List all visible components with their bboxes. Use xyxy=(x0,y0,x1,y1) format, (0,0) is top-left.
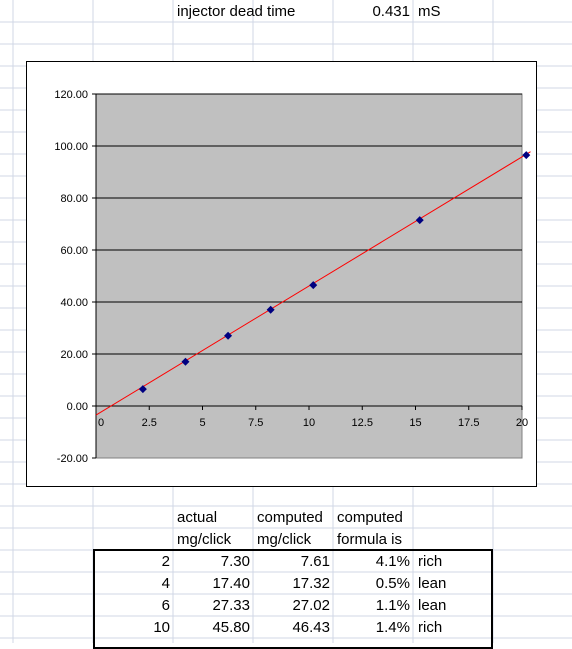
row-n-cell[interactable]: 4 xyxy=(161,575,170,592)
dead-time-label[interactable]: injector dead time xyxy=(177,3,296,20)
y-tick-label: 100.00 xyxy=(54,141,88,153)
y-tick-label: -20.00 xyxy=(57,453,88,465)
header-computed-line1[interactable]: computed xyxy=(257,509,323,526)
y-tick-label: 120.00 xyxy=(54,89,88,101)
row-actual-cell[interactable]: 27.33 xyxy=(212,597,250,614)
header-actual-line1[interactable]: actual xyxy=(177,509,218,526)
x-tick-label: 20 xyxy=(516,417,528,429)
row-computed-cell[interactable]: 17.32 xyxy=(292,575,330,592)
row-computed-cell[interactable]: 46.43 xyxy=(292,619,330,636)
y-tick-label: 20.00 xyxy=(60,349,88,361)
row-direction-cell[interactable]: lean xyxy=(418,597,447,614)
y-tick-label: 80.00 xyxy=(60,193,88,205)
header-computed-line2[interactable]: mg/click xyxy=(257,531,312,548)
data-point[interactable] xyxy=(224,331,233,340)
row-computed-cell[interactable]: 7.61 xyxy=(300,553,330,570)
x-tick-label: 2.5 xyxy=(142,417,157,429)
dead-time-value[interactable]: 0.431 xyxy=(372,3,410,20)
plot-area xyxy=(95,93,523,459)
y-tick-label: 40.00 xyxy=(60,297,88,309)
row-percent-cell[interactable]: 1.1% xyxy=(375,597,410,614)
injector-flow-chart[interactable]: 120.00 100.00 80.00 60.00 40.00 20.00 0.00 -20.… xyxy=(26,61,537,487)
data-point[interactable] xyxy=(522,151,531,160)
x-tick-label: 5 xyxy=(199,417,205,429)
chart-canvas: 120.00 100.00 80.00 60.00 40.00 20.00 0.00 -20.… xyxy=(54,89,531,465)
data-point[interactable] xyxy=(181,357,190,366)
row-percent-cell[interactable]: 1.4% xyxy=(375,619,410,636)
data-point[interactable] xyxy=(309,281,318,290)
y-tick-label: 60.00 xyxy=(60,245,88,257)
row-computed-cell[interactable]: 27.02 xyxy=(292,597,330,614)
row-direction-cell[interactable]: rich xyxy=(418,553,443,570)
row-direction-cell[interactable]: lean xyxy=(418,575,447,592)
dead-time-unit[interactable]: mS xyxy=(418,3,441,20)
row-n-cell[interactable]: 10 xyxy=(153,619,170,636)
row-percent-cell[interactable]: 0.5% xyxy=(375,575,410,592)
x-tick-label: 17.5 xyxy=(458,417,479,429)
row-actual-cell[interactable]: 17.40 xyxy=(212,575,250,592)
x-tick-label: 0 xyxy=(98,417,104,429)
x-tick-label: 10 xyxy=(303,417,315,429)
row-n-cell[interactable]: 6 xyxy=(161,597,170,614)
data-point[interactable] xyxy=(266,305,275,314)
row-actual-cell[interactable]: 45.80 xyxy=(212,619,250,636)
row-actual-cell[interactable]: 7.30 xyxy=(220,553,250,570)
header-formula-line1[interactable]: computed xyxy=(337,509,403,526)
x-tick-label: 15 xyxy=(409,417,421,429)
x-tick-label: 7.5 xyxy=(248,417,263,429)
header-actual-line2[interactable]: mg/click xyxy=(177,531,232,548)
header-formula-line2[interactable]: formula is xyxy=(337,531,403,548)
data-point[interactable] xyxy=(415,216,424,225)
y-tick-label: 0.00 xyxy=(67,401,88,413)
row-percent-cell[interactable]: 4.1% xyxy=(375,553,410,570)
row-n-cell[interactable]: 2 xyxy=(161,553,170,570)
row-direction-cell[interactable]: rich xyxy=(418,619,443,636)
data-point[interactable] xyxy=(138,385,147,394)
x-tick-label: 12.5 xyxy=(352,417,373,429)
